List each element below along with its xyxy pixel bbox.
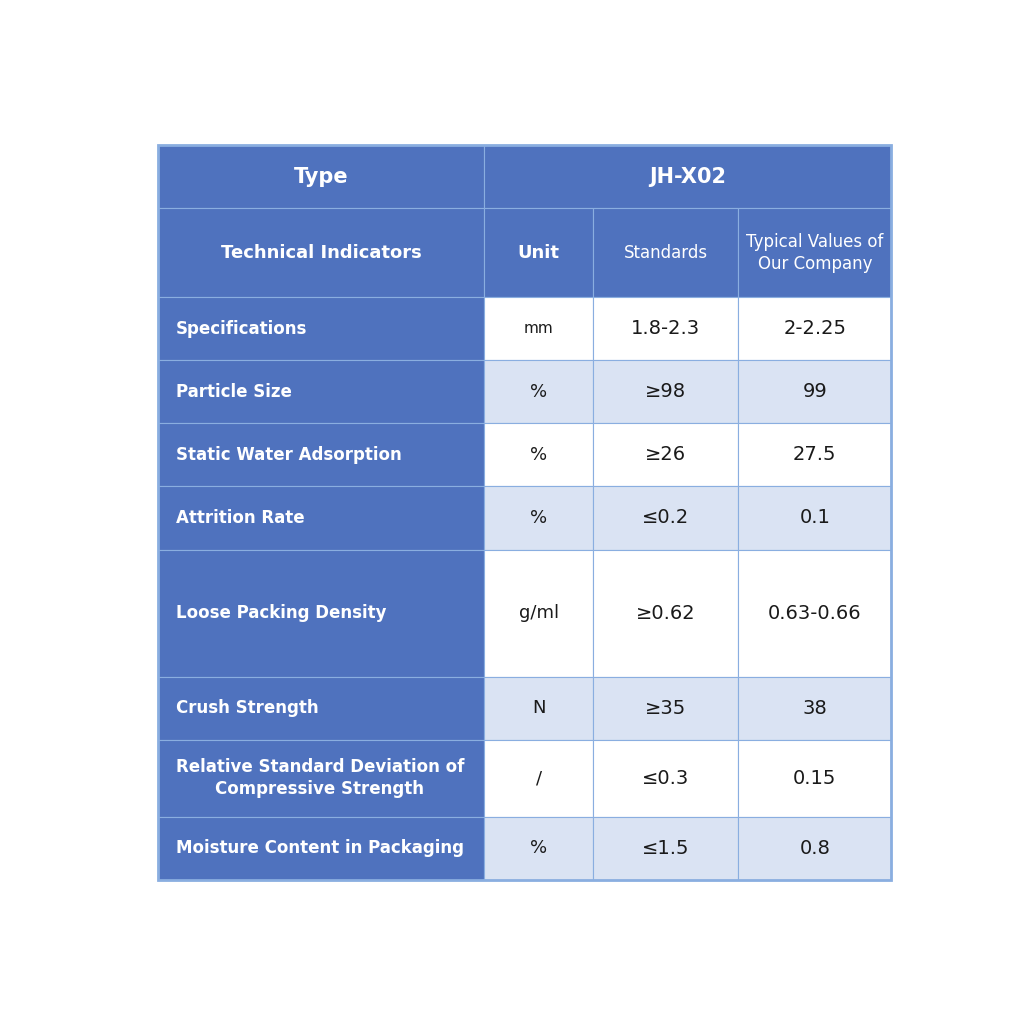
- Text: Unit: Unit: [518, 244, 560, 262]
- Bar: [593, 549, 738, 677]
- Bar: [593, 423, 738, 486]
- Bar: [593, 817, 738, 880]
- Text: 0.1: 0.1: [800, 509, 830, 528]
- Bar: [484, 423, 593, 486]
- Text: /: /: [536, 769, 542, 788]
- Bar: [593, 486, 738, 549]
- Bar: [593, 740, 738, 817]
- Text: Particle Size: Particle Size: [176, 383, 292, 401]
- Text: Loose Packing Density: Loose Packing Density: [176, 604, 386, 622]
- Text: Relative Standard Deviation of
Compressive Strength: Relative Standard Deviation of Compressi…: [176, 758, 464, 799]
- Bar: [484, 817, 593, 880]
- Bar: [738, 297, 892, 360]
- Bar: [158, 423, 484, 486]
- Text: Specifications: Specifications: [176, 320, 307, 338]
- Bar: [738, 677, 892, 740]
- Text: 0.8: 0.8: [800, 838, 830, 858]
- Text: 1.8-2.3: 1.8-2.3: [631, 319, 700, 338]
- Bar: [158, 817, 484, 880]
- Text: Attrition Rate: Attrition Rate: [176, 509, 304, 527]
- Bar: [158, 297, 484, 360]
- Bar: [158, 208, 484, 297]
- Text: Static Water Adsorption: Static Water Adsorption: [176, 446, 401, 464]
- Bar: [484, 740, 593, 817]
- Bar: [738, 817, 892, 880]
- Bar: [158, 677, 484, 740]
- Text: ≤1.5: ≤1.5: [642, 838, 689, 858]
- Bar: [593, 360, 738, 423]
- Bar: [484, 549, 593, 677]
- Text: 0.63-0.66: 0.63-0.66: [768, 604, 861, 622]
- Text: 38: 38: [803, 698, 827, 718]
- Text: Type: Type: [294, 166, 348, 187]
- Text: Typical Values of
Our Company: Typical Values of Our Company: [746, 232, 884, 273]
- Text: ≥35: ≥35: [645, 698, 686, 718]
- Text: Moisture Content in Packaging: Moisture Content in Packaging: [176, 839, 464, 858]
- Bar: [593, 208, 738, 297]
- Text: ≥98: ≥98: [645, 383, 686, 401]
- Text: Technical Indicators: Technical Indicators: [221, 244, 422, 262]
- Bar: [738, 740, 892, 817]
- Bar: [738, 549, 892, 677]
- Text: 2-2.25: 2-2.25: [783, 319, 846, 338]
- Text: JH-X02: JH-X02: [649, 166, 726, 187]
- Text: ≤0.3: ≤0.3: [642, 768, 689, 788]
- Bar: [738, 423, 892, 486]
- Bar: [593, 297, 738, 360]
- Bar: [738, 360, 892, 423]
- Bar: [593, 677, 738, 740]
- Text: N: N: [532, 699, 546, 718]
- Text: Crush Strength: Crush Strength: [176, 699, 318, 718]
- Text: %: %: [530, 839, 547, 858]
- Text: %: %: [530, 383, 547, 401]
- Text: 0.15: 0.15: [794, 768, 837, 788]
- Text: mm: mm: [524, 321, 554, 336]
- Text: ≥26: ≥26: [645, 446, 686, 464]
- Bar: [738, 208, 892, 297]
- Bar: [484, 208, 593, 297]
- Text: Standards: Standards: [624, 244, 708, 262]
- Text: g/ml: g/ml: [519, 604, 559, 622]
- Bar: [158, 740, 484, 817]
- Text: 27.5: 27.5: [793, 446, 837, 464]
- Text: ≤0.2: ≤0.2: [642, 509, 689, 528]
- Bar: [484, 145, 892, 208]
- Bar: [158, 360, 484, 423]
- Bar: [484, 486, 593, 549]
- Text: %: %: [530, 446, 547, 464]
- Bar: [484, 360, 593, 423]
- Bar: [158, 549, 484, 677]
- Text: 99: 99: [803, 383, 827, 401]
- Bar: [738, 486, 892, 549]
- Bar: [158, 145, 484, 208]
- Bar: [484, 677, 593, 740]
- Text: %: %: [530, 509, 547, 527]
- Bar: [484, 297, 593, 360]
- Text: ≥0.62: ≥0.62: [636, 604, 695, 622]
- Bar: [158, 486, 484, 549]
